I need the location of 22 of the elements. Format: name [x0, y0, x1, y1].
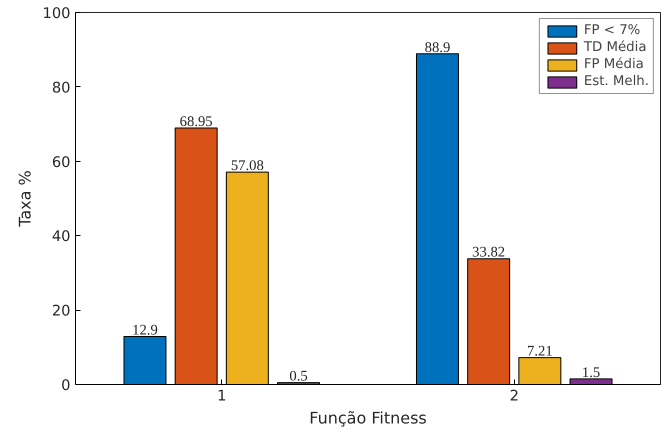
y-tick-label: 60 [52, 154, 71, 171]
data-label: 7.21 [527, 344, 553, 360]
data-label: 68.95 [180, 114, 213, 130]
data-label: 57.08 [230, 158, 264, 174]
y-axis-title: Taxa % [16, 170, 35, 228]
legend-label: TD Média [584, 40, 647, 55]
y-tick-label: 20 [52, 302, 71, 320]
legend-label: FP Média [584, 57, 644, 72]
y-tick-label: 40 [52, 228, 71, 246]
x-axis-title: Função Fitness [309, 408, 427, 428]
data-label: 0.5 [289, 368, 308, 385]
y-tick-label: 80 [52, 79, 71, 96]
data-label: 1.5 [582, 364, 600, 381]
data-label: 12.9 [132, 322, 158, 339]
x-tick-label: 1 [217, 388, 226, 404]
x-tick-label: 2 [510, 388, 519, 404]
y-tick-label: 100 [42, 5, 71, 22]
data-label: 33.82 [472, 244, 506, 261]
y-tick-label: 0 [61, 377, 71, 394]
legend-label: FP < 7% [584, 23, 640, 38]
legend-label: Est. Melh. [584, 74, 649, 89]
data-label: 88.9 [424, 40, 450, 56]
